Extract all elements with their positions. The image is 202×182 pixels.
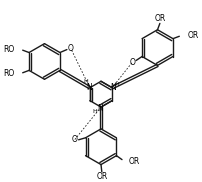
Text: OR: OR — [187, 31, 199, 40]
Text: OR: OR — [154, 14, 165, 23]
Text: RO: RO — [3, 45, 15, 54]
Text: H: H — [83, 79, 88, 84]
Text: O: O — [129, 58, 135, 67]
Text: H: H — [93, 108, 97, 114]
Text: OR: OR — [96, 172, 107, 181]
Text: N: N — [97, 104, 103, 112]
Text: RO: RO — [3, 69, 15, 78]
Text: N: N — [110, 83, 116, 92]
Text: H: H — [115, 82, 120, 87]
Text: N: N — [86, 83, 92, 92]
Text: O: O — [72, 135, 78, 144]
Text: OR: OR — [129, 157, 140, 166]
Text: O: O — [68, 44, 74, 53]
